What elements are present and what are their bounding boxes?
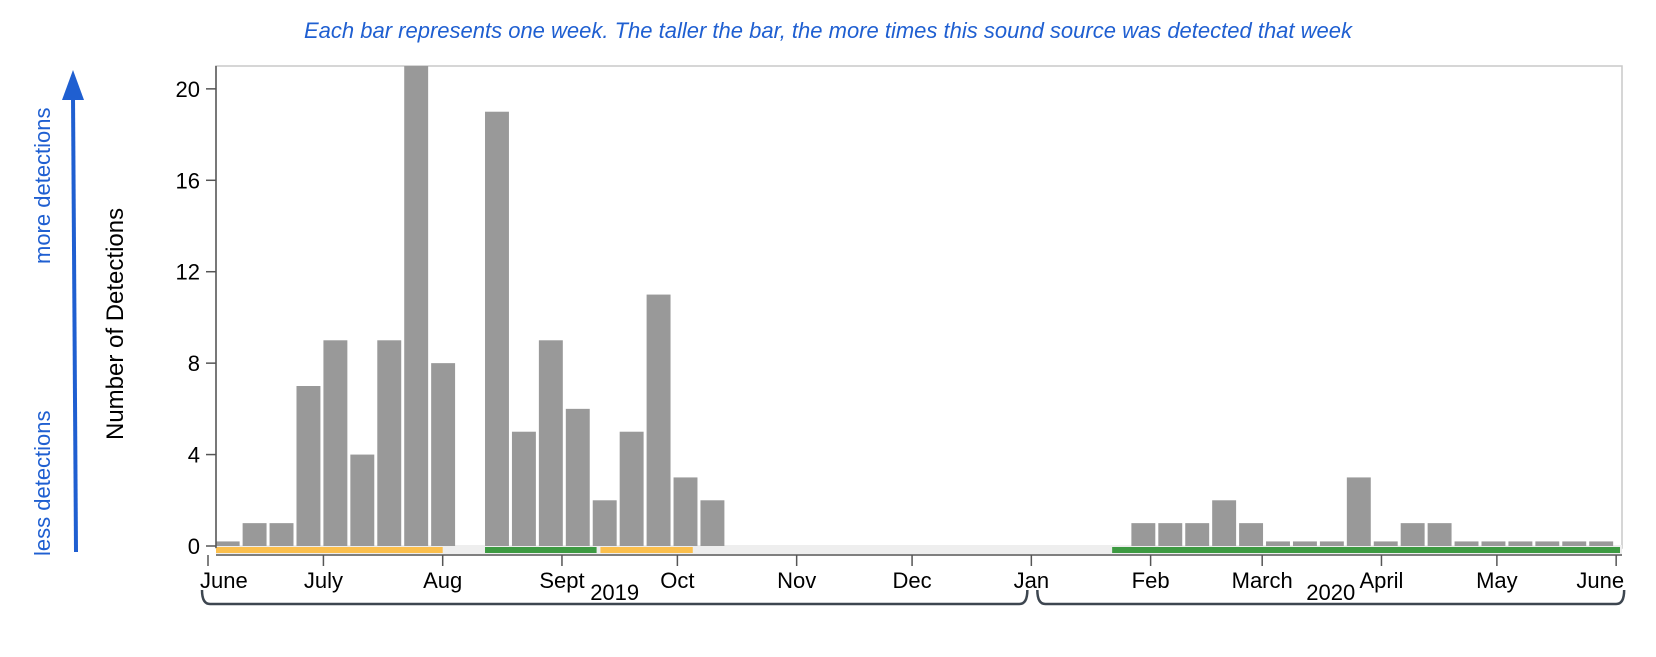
bar-week-25 <box>1266 541 1290 546</box>
bar-week-3 <box>269 523 294 546</box>
bar-week-34 <box>1508 541 1533 546</box>
x-tick-label-jan: Jan <box>1014 568 1049 593</box>
bar-week-35 <box>1535 541 1560 546</box>
bar-week-37 <box>1589 541 1614 546</box>
bar-week-31 <box>1427 523 1452 546</box>
bar-week-13 <box>538 340 563 546</box>
bar-week-16 <box>619 431 644 546</box>
bar-week-17 <box>646 294 671 546</box>
bar-week-7 <box>377 340 402 546</box>
bar-week-30 <box>1400 523 1425 546</box>
bar-week-21 <box>1158 523 1183 546</box>
x-tick-label-dec: Dec <box>893 568 932 593</box>
year-label-2020: 2020 <box>1306 580 1355 605</box>
x-tick-label-april: April <box>1359 568 1403 593</box>
bar-week-23 <box>1212 500 1237 546</box>
x-tick-label-sept: Sept <box>539 568 584 593</box>
x-tick-label-feb: Feb <box>1132 568 1170 593</box>
bar-week-1 <box>215 541 240 546</box>
y-tick-label-20: 20 <box>176 77 200 102</box>
bar-week-24 <box>1239 523 1264 546</box>
x-tick-label-may: May <box>1476 568 1518 593</box>
period-bar-orange-1 <box>216 547 443 553</box>
bar-week-22 <box>1185 523 1210 546</box>
bar-week-26 <box>1292 541 1317 546</box>
bar-week-8 <box>404 66 429 546</box>
bar-week-27 <box>1319 541 1344 546</box>
bar-week-32 <box>1454 541 1479 546</box>
y-tick-label-8: 8 <box>188 351 200 376</box>
year-label-2019: 2019 <box>590 580 639 605</box>
bar-week-2 <box>242 523 267 546</box>
bar-week-36 <box>1562 541 1587 546</box>
bar-week-29 <box>1373 541 1398 546</box>
timeline-track <box>216 545 1622 554</box>
x-tick-label-july: July <box>304 568 343 593</box>
y-axis-label: Number of Detections <box>102 207 129 440</box>
y-tick-label-0: 0 <box>188 534 200 559</box>
bar-week-33 <box>1481 541 1506 546</box>
year-bracket-2019 <box>200 589 1029 606</box>
less-detections-label: less detections <box>30 410 55 556</box>
chart-caption: Each bar represents one week. The taller… <box>303 18 1352 43</box>
bar-week-15 <box>592 500 617 546</box>
bar-week-11 <box>485 111 509 546</box>
bar-week-19 <box>700 500 725 546</box>
x-tick-label-march: March <box>1232 568 1293 593</box>
bar-week-5 <box>323 340 348 546</box>
period-bar-green-2 <box>485 547 597 553</box>
bar-week-18 <box>673 477 698 546</box>
x-tick-label-nov: Nov <box>777 568 816 593</box>
bar-week-12 <box>511 431 536 546</box>
more-detections-label: more detections <box>30 107 55 264</box>
year-bracket-2020 <box>1036 589 1626 606</box>
detections-arrow-shaft <box>71 95 78 553</box>
x-tick-label-aug: Aug <box>423 568 462 593</box>
y-tick-label-4: 4 <box>188 443 200 468</box>
bar-week-14 <box>565 408 590 546</box>
bar-week-9 <box>431 363 456 546</box>
bar-week-28 <box>1346 477 1371 546</box>
period-bar-green-4 <box>1112 547 1620 553</box>
period-bar-orange-3 <box>600 547 693 553</box>
y-tick-label-12: 12 <box>176 260 200 285</box>
x-tick-label-june: June <box>1576 568 1624 593</box>
bar-week-4 <box>296 386 321 546</box>
arrow-up-icon <box>62 70 84 100</box>
bar-week-20 <box>1131 523 1156 546</box>
y-tick-label-16: 16 <box>176 168 200 193</box>
x-tick-label-oct: Oct <box>660 568 694 593</box>
bar-week-6 <box>350 454 375 546</box>
x-tick-label-june: June <box>200 568 248 593</box>
